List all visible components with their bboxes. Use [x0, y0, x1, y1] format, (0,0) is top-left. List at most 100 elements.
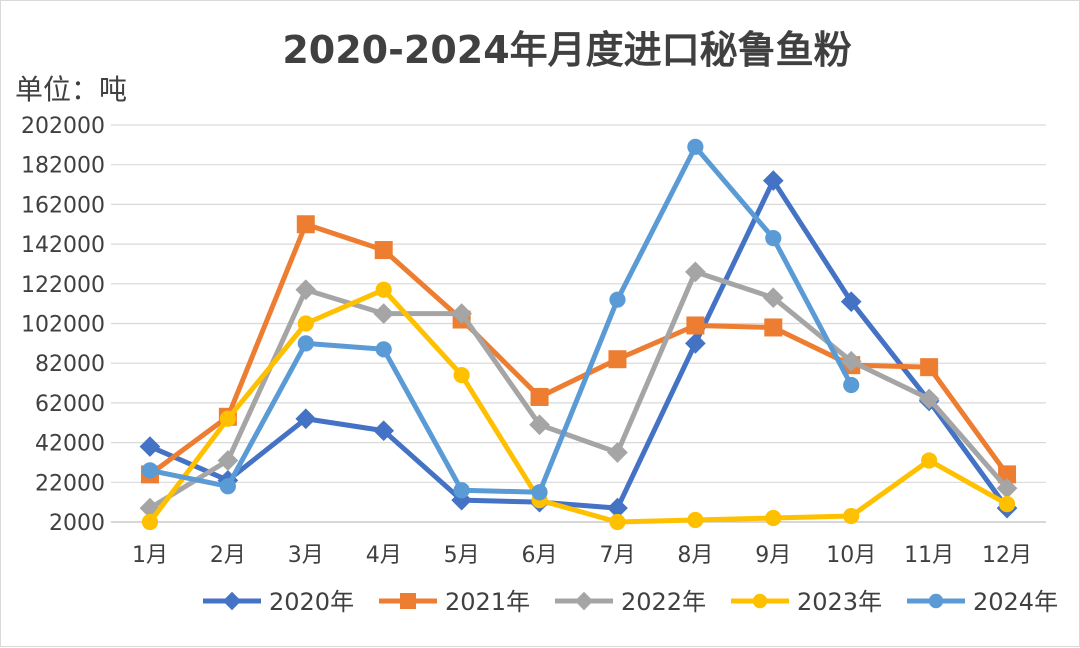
- x-tick-label: 10月: [826, 543, 876, 568]
- series-line: [148, 269, 1009, 511]
- data-point: [840, 291, 862, 313]
- data-point: [765, 509, 782, 527]
- data-point: [295, 408, 317, 430]
- y-tick-label: 22000: [35, 471, 105, 496]
- series-2022年: [139, 261, 1018, 519]
- series-2024年: [141, 138, 860, 501]
- x-tick-label: 3月: [288, 543, 324, 568]
- legend: 2020年 2021年 2022年 2023年 2024年: [203, 588, 1058, 616]
- data-point: [687, 138, 704, 155]
- data-point: [687, 511, 704, 529]
- unit-label: 单位：吨: [15, 73, 127, 106]
- data-point: [141, 462, 159, 479]
- data-point: [998, 496, 1016, 513]
- data-point: [843, 376, 860, 394]
- data-point: [840, 350, 862, 372]
- legend-label: 2022年: [621, 588, 706, 616]
- x-tick-label: 5月: [444, 543, 480, 568]
- series-line: [149, 144, 854, 495]
- data-point: [762, 287, 784, 309]
- data-point: [139, 497, 161, 519]
- data-point: [373, 420, 395, 442]
- series-group: [139, 138, 1018, 531]
- data-point: [375, 281, 392, 298]
- legend-swatch-marker: [574, 591, 594, 611]
- legend-swatch-marker: [752, 593, 768, 609]
- x-tick-label: 7月: [599, 543, 635, 568]
- data-point: [920, 358, 939, 377]
- data-point: [764, 318, 783, 337]
- data-point: [529, 414, 550, 436]
- data-point: [139, 436, 161, 457]
- data-point: [141, 513, 159, 531]
- legend-item: 2021年: [379, 588, 530, 616]
- x-tick-label: 4月: [366, 543, 402, 568]
- legend-swatch-marker: [400, 593, 416, 609]
- data-point: [765, 230, 782, 247]
- data-point: [373, 303, 395, 324]
- legend-label: 2023年: [797, 588, 882, 616]
- data-point: [530, 387, 549, 406]
- legend-item: 2024年: [907, 588, 1058, 616]
- data-point: [374, 241, 393, 260]
- y-axis: 2000 22000 42000 62000 82000 102000 122000 1420…: [21, 114, 105, 536]
- data-point: [686, 316, 705, 335]
- y-tick-label: 42000: [35, 432, 105, 457]
- y-tick-label: 122000: [21, 273, 105, 298]
- data-point: [918, 388, 940, 410]
- data-point: [295, 279, 317, 301]
- series-2020年: [139, 170, 1018, 519]
- legend-label: 2020年: [269, 588, 354, 616]
- data-point: [296, 215, 315, 234]
- data-point: [685, 261, 706, 283]
- x-tick-label: 12月: [982, 543, 1032, 568]
- series-line: [147, 287, 1009, 525]
- x-tick-label: 6月: [522, 543, 558, 568]
- data-point: [609, 291, 626, 308]
- data-point: [219, 478, 236, 495]
- data-point: [451, 303, 472, 324]
- data-point: [607, 497, 628, 519]
- data-point: [375, 341, 392, 358]
- x-tick-label: 9月: [755, 543, 791, 568]
- y-tick-label: 202000: [21, 114, 105, 139]
- x-tick-label: 1月: [132, 543, 168, 568]
- x-tick-label: 11月: [904, 543, 954, 568]
- legend-swatch-marker: [222, 591, 242, 611]
- y-tick-label: 2000: [49, 511, 105, 536]
- data-point: [685, 333, 706, 354]
- series-2023年: [141, 281, 1016, 531]
- legend-label: 2021年: [445, 588, 530, 616]
- data-point: [608, 350, 627, 369]
- data-point: [762, 170, 784, 191]
- y-tick-label: 102000: [21, 313, 105, 338]
- data-point: [531, 484, 548, 501]
- chart-title: 2020-2024年月度进口秘鲁鱼粉: [282, 28, 851, 72]
- series-line: [148, 178, 1010, 511]
- data-point: [996, 477, 1018, 499]
- x-axis: 1月 2月 3月 4月 5月 6月 7月 8月 9月 10月 11月 12月: [132, 543, 1032, 568]
- data-point: [219, 410, 236, 427]
- data-point: [609, 513, 626, 531]
- x-tick-label: 2月: [210, 543, 246, 568]
- x-tick-label: 8月: [677, 543, 713, 568]
- data-point: [297, 335, 314, 352]
- y-tick-label: 182000: [21, 154, 105, 179]
- legend-item: 2022年: [555, 588, 706, 616]
- legend-label: 2024年: [973, 588, 1058, 616]
- y-tick-label: 82000: [35, 352, 105, 377]
- legend-swatch-marker: [928, 593, 944, 609]
- data-point: [843, 507, 860, 525]
- data-point: [998, 465, 1017, 484]
- y-tick-label: 142000: [21, 233, 105, 258]
- data-point: [607, 442, 628, 463]
- legend-item: 2023年: [731, 588, 882, 616]
- y-tick-label: 162000: [21, 193, 105, 218]
- data-point: [453, 482, 470, 499]
- y-tick-label: 62000: [35, 392, 105, 417]
- data-point: [217, 450, 239, 471]
- data-point: [297, 315, 314, 332]
- legend-item: 2020年: [203, 588, 354, 616]
